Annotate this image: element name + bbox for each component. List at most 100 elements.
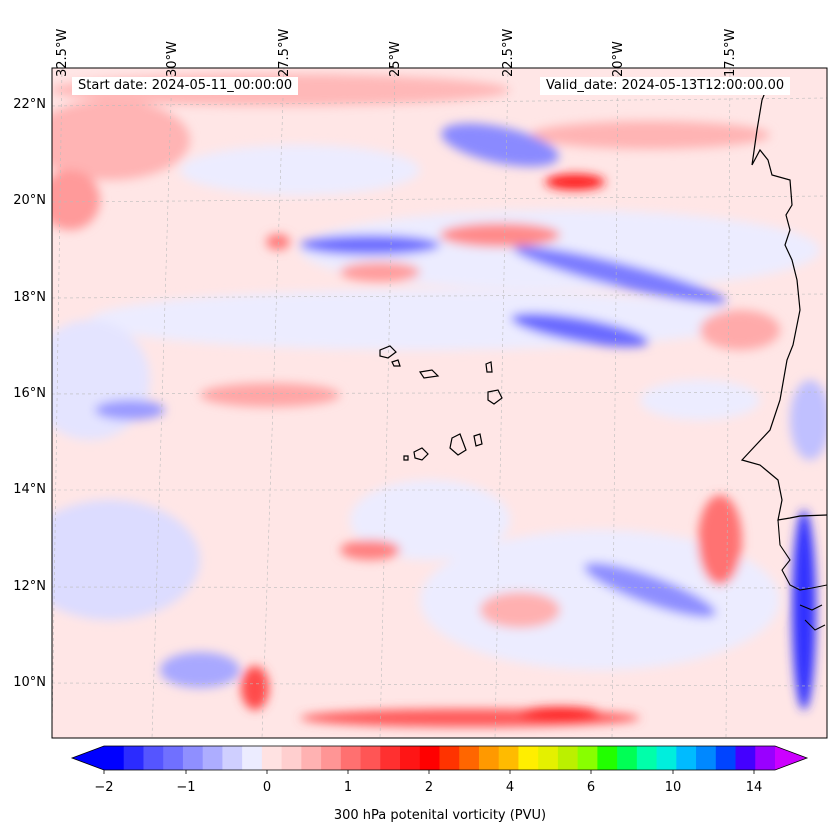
lon-label: 17.5°W — [723, 28, 738, 77]
colorbar-segment — [597, 746, 618, 770]
graticule — [52, 68, 827, 738]
colorbar-segment — [557, 746, 579, 770]
lat-label: 10°N — [13, 675, 46, 690]
pv-low-area — [350, 480, 510, 560]
colorbar-tick: 14 — [745, 780, 763, 795]
pv-positive-streak — [545, 174, 605, 190]
colorbar-segment — [242, 746, 263, 770]
colorbar-segment — [419, 746, 440, 770]
colorbar-segment — [696, 746, 717, 770]
colorbar-segment — [636, 746, 658, 770]
colorbar-segment — [261, 746, 283, 770]
island-maio — [473, 433, 483, 447]
pv-negative-streak — [441, 123, 559, 167]
gridline-lon — [725, 68, 731, 738]
colorbar-segment — [735, 746, 756, 770]
lon-label: 27.5°W — [277, 28, 292, 77]
lon-label: 25°W — [388, 41, 403, 77]
pv-negative-streak — [792, 510, 816, 710]
island-sao-vicente — [391, 359, 401, 367]
colorbar-tick: −2 — [94, 780, 114, 795]
island-brava — [403, 455, 409, 461]
pv-negative-streak — [95, 400, 165, 420]
pv-high-area — [52, 170, 100, 230]
lat-label: 20°N — [13, 193, 46, 208]
colorbar-segment — [182, 746, 204, 770]
colorbar-segment — [222, 746, 243, 770]
colorbar-tick: 4 — [505, 780, 515, 795]
pv-negative-streak — [790, 380, 827, 460]
colorbar-tick: 2 — [424, 780, 434, 795]
pv-positive-streak — [440, 223, 560, 247]
island-sao-nicolau — [418, 369, 440, 379]
start-date-box: Start date: 2024-05-11_00:00:00 — [72, 77, 299, 95]
pv-negative-streak — [300, 235, 440, 255]
colorbar-segment — [380, 746, 401, 770]
colorbar-segment — [143, 746, 164, 770]
pv-low-area — [52, 500, 200, 620]
colorbar-segment — [340, 746, 362, 770]
gridline-lon — [494, 68, 509, 738]
colorbar-segment — [498, 746, 519, 770]
colorbar-segment — [656, 746, 677, 770]
pv-positive-streak — [340, 262, 420, 282]
colorbar-segment — [202, 746, 223, 770]
pv-positive-streak — [200, 383, 340, 407]
colorbar-segment — [163, 746, 184, 770]
pv-low-area — [180, 145, 420, 195]
lon-label: 32.5°W — [55, 28, 70, 77]
pv-positive-streak — [480, 592, 560, 628]
colorbar-segment — [755, 746, 776, 770]
pv-negative-streak — [160, 652, 240, 688]
colorbar-segment — [321, 746, 342, 770]
pv-positive-streak — [698, 495, 742, 585]
colorbar-tick: −1 — [176, 780, 196, 795]
colorbar-segment — [715, 746, 737, 770]
colorbar-segment — [439, 746, 460, 770]
colorbar-segment — [281, 746, 302, 770]
island-boa-vista — [487, 389, 503, 405]
colorbar-segment — [538, 746, 559, 770]
lat-label: 14°N — [13, 482, 46, 497]
colorbar-segment — [518, 746, 539, 770]
gridline-lon — [261, 68, 285, 738]
cape-verde-islands — [379, 345, 503, 461]
gridline-lon — [52, 68, 63, 738]
gridline-lon — [379, 68, 396, 738]
colorbar — [70, 745, 809, 774]
valid-date-box: Valid_date: 2024-05-13T12:00:00.00 — [540, 77, 791, 95]
pv-negative-streak — [511, 313, 649, 347]
island-santo-antao — [379, 345, 397, 359]
pv-low-area — [90, 290, 750, 350]
colorbar-tick: 6 — [586, 780, 596, 795]
colorbar-extend-max — [775, 746, 807, 770]
pv-low-area — [640, 380, 760, 420]
pv-low-area — [300, 210, 820, 290]
colorbar-label: 300 hPa potenital vorticity (PVU) — [333, 808, 547, 823]
colorbar-segment — [301, 746, 322, 770]
colorbar-segment — [104, 746, 125, 770]
colorbar-segment — [400, 746, 421, 770]
map-frame — [51, 67, 828, 739]
pv-low-area — [420, 530, 780, 670]
guinea-coastline — [777, 519, 827, 631]
island-fogo — [413, 447, 429, 461]
colorbar-segment — [617, 746, 638, 770]
lat-label: 18°N — [13, 290, 46, 305]
colorbar-segment — [577, 746, 598, 770]
colorbar-tick: 10 — [664, 780, 682, 795]
lon-label: 30°W — [165, 41, 180, 77]
colorbar-segment — [459, 746, 480, 770]
island-sal — [485, 361, 493, 373]
colorbar-segment — [676, 746, 697, 770]
pv-low-area — [52, 320, 150, 440]
pv-negative-streak — [584, 562, 716, 618]
colorbar-segment — [360, 746, 381, 770]
island-santiago — [449, 433, 467, 456]
colorbar-tick: 1 — [343, 780, 353, 795]
lat-label: 16°N — [13, 386, 46, 401]
lat-label: 12°N — [13, 579, 46, 594]
colorbar-tick: 0 — [262, 780, 272, 795]
colorbar-extend-min — [72, 746, 104, 770]
